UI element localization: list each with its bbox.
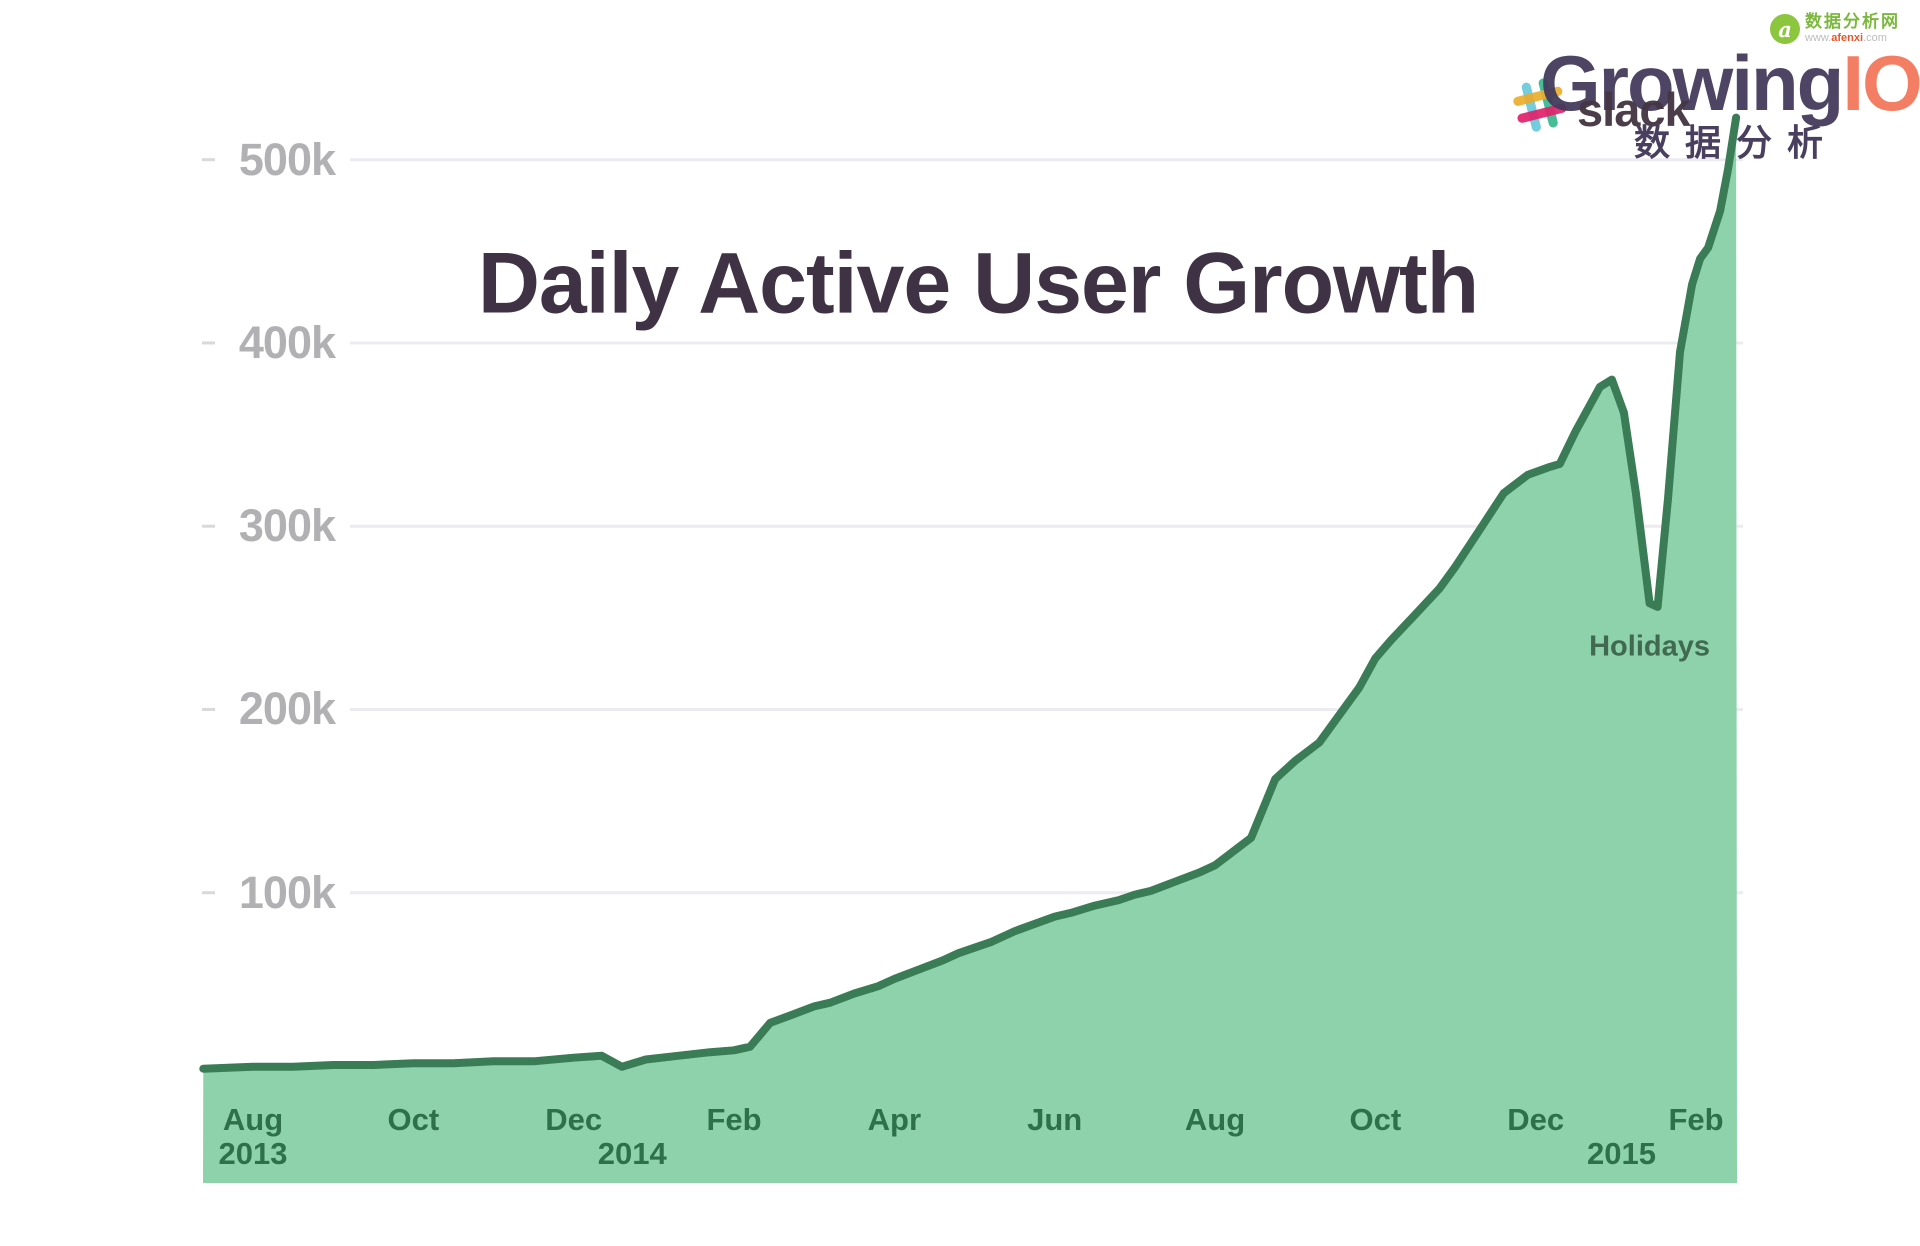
y-axis-label-200k: 200k <box>238 683 336 735</box>
x-axis-label-apr-8: Apr <box>867 1102 922 1137</box>
afenxi-url-suffix: .com <box>1863 32 1887 44</box>
x-axis-year-label-2013: 2013 <box>218 1136 288 1171</box>
x-axis-label-aug-12: Aug <box>1184 1102 1246 1137</box>
y-tick-dash <box>202 341 215 345</box>
afenxi-badge-icon: a <box>1770 14 1800 44</box>
afenxi-url: www.afenxi.com <box>1805 32 1900 45</box>
data-line <box>199 113 1741 1073</box>
y-tick-dash <box>202 158 215 162</box>
afenxi-url-prefix: www. <box>1805 32 1832 44</box>
growingio-wordmark-accent: IO <box>1842 39 1920 127</box>
y-axis-label-100k: 100k <box>238 866 336 918</box>
x-axis-year-label-2015: 2015 <box>1587 1136 1656 1171</box>
area-fill <box>203 117 1737 1184</box>
growingio-logo: GrowingIO <box>1540 38 1920 129</box>
x-axis-label-feb-6: Feb <box>706 1102 762 1137</box>
y-tick-dash <box>202 891 215 895</box>
x-axis-label-dec-16: Dec <box>1507 1102 1565 1137</box>
afenxi-site-name: 数据分析网 <box>1805 12 1900 31</box>
chart-title: Daily Active User Growth <box>477 235 1479 332</box>
x-axis-label-aug-0: Aug <box>222 1102 284 1137</box>
y-tick-dash <box>202 707 215 711</box>
y-axis-label-400k: 400k <box>238 316 336 368</box>
slack-wordmark: slack <box>1577 83 1691 136</box>
x-axis-label-dec-4: Dec <box>545 1102 603 1137</box>
afenxi-url-domain: afenxi <box>1831 32 1864 44</box>
x-axis-label-feb-18: Feb <box>1668 1102 1724 1137</box>
x-axis-label-oct-2: Oct <box>387 1102 440 1137</box>
y-axis-label-300k: 300k <box>238 500 336 552</box>
afenxi-watermark: a 数据分析网 www.afenxi.com <box>1770 12 1900 45</box>
slack-hash-icon <box>1513 78 1567 132</box>
x-axis-label-oct-14: Oct <box>1349 1102 1402 1137</box>
x-axis-year-label-2014: 2014 <box>597 1136 667 1171</box>
y-tick-dash <box>202 524 215 528</box>
growingio-wordmark: Growing <box>1540 39 1844 127</box>
y-axis-label-500k: 500k <box>238 133 336 185</box>
growingio-subtitle: 数据分析 <box>1634 122 1839 163</box>
holidays-annotation: Holidays <box>1589 630 1710 663</box>
x-axis-label-jun-10: Jun <box>1027 1102 1083 1137</box>
